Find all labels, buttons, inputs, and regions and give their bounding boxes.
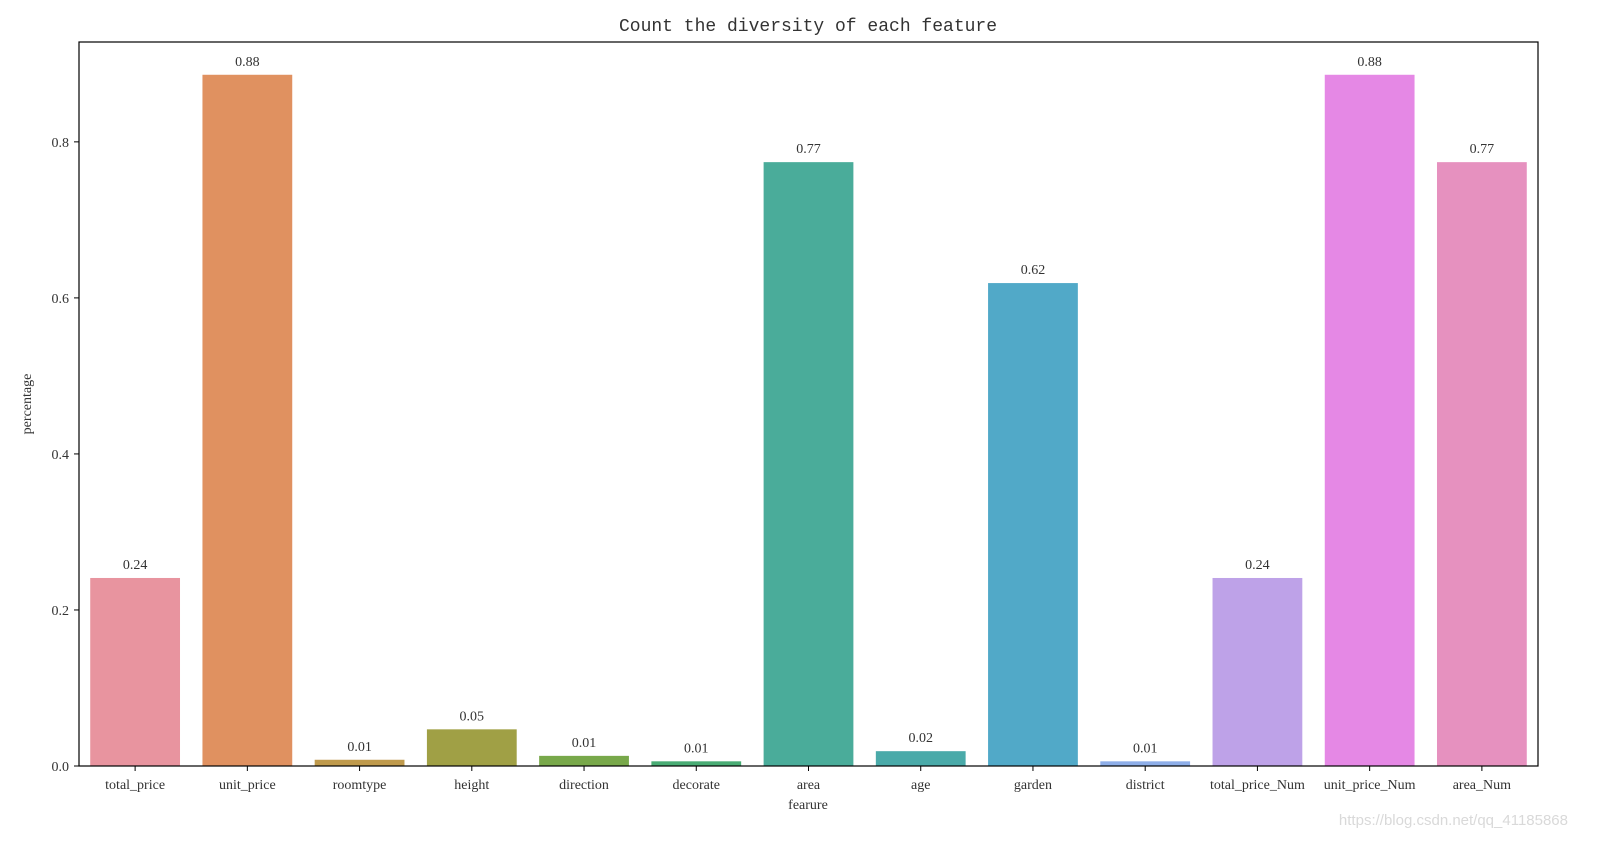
bar-total_price_Num	[1212, 577, 1303, 766]
x-tick-label-decorate: decorate	[673, 778, 720, 793]
bar-district	[1100, 761, 1191, 766]
data-label-area_Num: 0.77	[1470, 142, 1495, 157]
data-label-unit_price: 0.88	[235, 55, 260, 70]
watermark: https://blog.csdn.net/qq_41185868	[1338, 812, 1568, 829]
bar-height	[426, 729, 517, 766]
bar-age	[875, 751, 966, 766]
data-label-height: 0.05	[460, 709, 485, 724]
bar-total_price	[90, 577, 181, 766]
x-tick-label-area: area	[797, 778, 821, 793]
bar-unit_price_Num	[1324, 74, 1415, 767]
x-tick-label-area_Num: area_Num	[1453, 778, 1511, 793]
y-tick-label: 0.4	[52, 448, 70, 463]
x-axis-label: fearure	[788, 798, 828, 813]
bar-direction	[539, 755, 629, 766]
data-label-garden: 0.62	[1021, 263, 1046, 278]
data-label-district: 0.01	[1133, 741, 1158, 756]
data-label-roomtype: 0.01	[347, 740, 372, 755]
bar-unit_price	[202, 74, 293, 767]
data-label-total_price_Num: 0.24	[1245, 558, 1270, 573]
x-tick-label-district: district	[1126, 778, 1165, 793]
x-tick-label-roomtype: roomtype	[333, 778, 387, 793]
y-tick-label: 0.6	[52, 292, 70, 307]
x-tick-label-total_price_Num: total_price_Num	[1210, 778, 1305, 793]
data-label-total_price: 0.24	[123, 558, 148, 573]
data-label-direction: 0.01	[572, 736, 597, 751]
y-tick-label: 0.0	[52, 760, 70, 775]
x-tick-label-total_price: total_price	[105, 778, 165, 793]
chart-title: Count the diversity of each feature	[619, 17, 997, 37]
bar-roomtype	[314, 759, 405, 766]
x-tick-label-unit_price_Num: unit_price_Num	[1324, 778, 1416, 793]
data-label-area: 0.77	[796, 142, 821, 157]
y-axis-label: percentage	[20, 374, 35, 435]
bar-area	[763, 162, 854, 766]
bar-decorate	[651, 761, 742, 766]
x-tick-label-height: height	[454, 778, 489, 793]
data-label-decorate: 0.01	[684, 741, 709, 756]
x-tick-label-age: age	[911, 778, 930, 793]
x-tick-label-garden: garden	[1014, 778, 1052, 793]
data-label-unit_price_Num: 0.88	[1357, 55, 1382, 70]
bar-garden	[988, 283, 1078, 766]
x-tick-label-unit_price: unit_price	[219, 778, 276, 793]
y-tick-label: 0.8	[52, 136, 70, 151]
plot-frame	[78, 41, 1539, 767]
x-tick-label-direction: direction	[559, 778, 609, 793]
y-tick-label: 0.2	[52, 604, 70, 619]
data-label-age: 0.02	[908, 731, 933, 746]
bar-area_Num	[1436, 162, 1527, 766]
